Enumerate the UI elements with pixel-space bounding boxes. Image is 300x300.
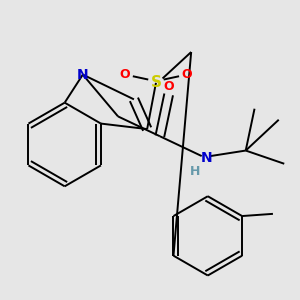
Text: H: H	[190, 165, 200, 178]
Text: O: O	[120, 68, 130, 80]
Text: O: O	[182, 68, 192, 80]
Text: N: N	[200, 151, 212, 165]
Text: N: N	[77, 68, 88, 82]
Text: O: O	[164, 80, 174, 93]
Text: S: S	[151, 75, 161, 90]
